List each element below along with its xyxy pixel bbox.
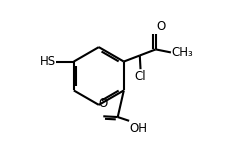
Text: Cl: Cl: [134, 70, 146, 83]
Text: OH: OH: [129, 122, 147, 135]
Text: O: O: [97, 97, 107, 110]
Text: CH₃: CH₃: [171, 46, 192, 59]
Text: O: O: [156, 20, 165, 33]
Text: HS: HS: [39, 55, 55, 68]
